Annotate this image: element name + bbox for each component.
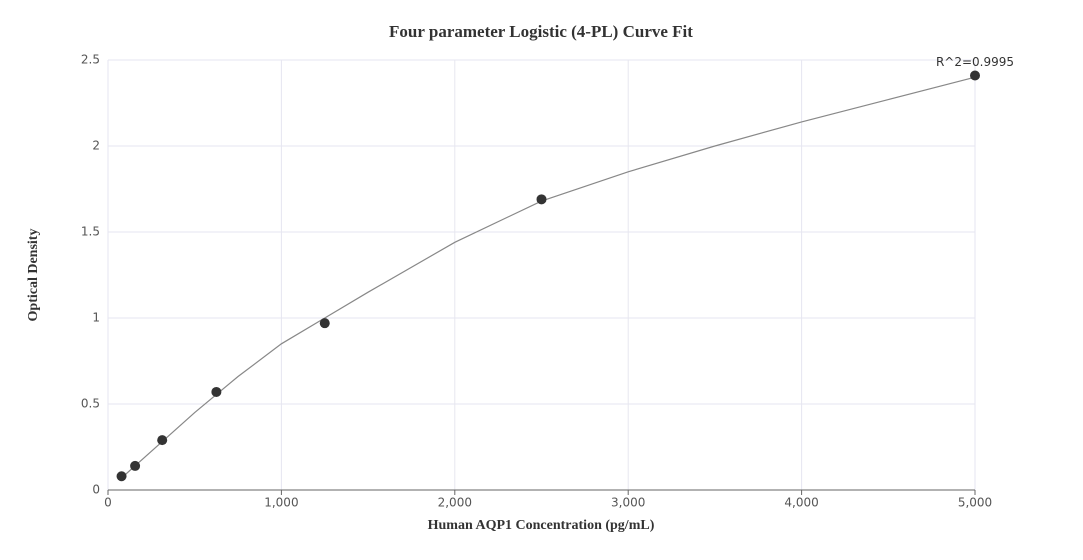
y-tick-label: 1 (92, 311, 100, 325)
data-point (116, 471, 127, 482)
y-tick-label: 0.5 (81, 397, 100, 411)
y-tick-label: 2.5 (81, 53, 100, 67)
x-tick-label: 5,000 (958, 496, 992, 510)
data-point (211, 386, 222, 397)
x-tick-label: 2,000 (438, 496, 472, 510)
y-axis-label: Optical Density (26, 229, 41, 322)
y-tick-label: 1.5 (81, 225, 100, 239)
data-point (130, 460, 141, 471)
data-point (536, 194, 547, 205)
fit-curve (121, 76, 976, 479)
x-tick-label: 4,000 (784, 496, 818, 510)
data-point (970, 70, 980, 81)
x-tick-label: 3,000 (611, 496, 645, 510)
annotation: R^2=0.9995 (936, 55, 1014, 69)
y-tick-label: 2 (92, 139, 100, 153)
x-axis-label: Human AQP1 Concentration (pg/mL) (428, 518, 655, 533)
x-tick-label: 0 (104, 496, 112, 510)
x-tick-label: 1,000 (264, 496, 298, 510)
chart-title: Four parameter Logistic (4-PL) Curve Fit (389, 22, 693, 41)
data-point (157, 435, 168, 446)
y-tick-label: 0 (92, 483, 100, 497)
data-point (319, 318, 330, 329)
